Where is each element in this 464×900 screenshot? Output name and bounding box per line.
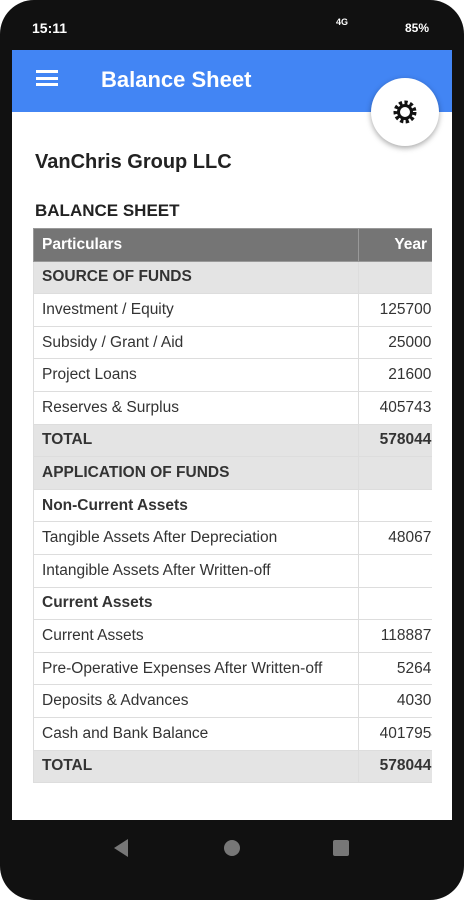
- row-value: 480675: [358, 521, 432, 555]
- table-row: Investment / Equity1257001: [33, 293, 432, 327]
- clock: 15:11: [32, 20, 68, 36]
- row-value: [358, 456, 432, 490]
- row-label: TOTAL: [33, 423, 359, 458]
- table-row: Reserves & Surplus4057439: [33, 390, 432, 425]
- row-label: Project Loans: [33, 358, 359, 392]
- table-row: Pre-Operative Expenses After Written-off…: [33, 651, 432, 686]
- row-value: 4017954: [358, 716, 432, 751]
- row-label: Current Assets: [33, 586, 359, 621]
- status-bar: 15:11 4G 85%: [0, 0, 464, 50]
- row-label: Investment / Equity: [33, 293, 359, 327]
- settings-button[interactable]: [371, 78, 439, 146]
- header-row: Particulars Year 1: [33, 228, 432, 262]
- row-label: APPLICATION OF FUNDS: [33, 456, 359, 490]
- table-row: TOTAL5780440: [33, 423, 432, 458]
- company-name: VanChris Group LLC: [35, 151, 232, 173]
- balance-table: Particulars Year 1 SOURCE OF FUNDSInvest…: [33, 228, 432, 784]
- table-row: Tangible Assets After Depreciation480675: [33, 521, 432, 555]
- row-value: 216000: [358, 358, 432, 392]
- table-row: Current Assets: [33, 586, 432, 621]
- table-row: Subsidy / Grant / Aid250000: [33, 325, 432, 360]
- app-bar: Balance Sheet: [12, 50, 452, 112]
- row-label: Pre-Operative Expenses After Written-off: [33, 651, 359, 686]
- table-row: Project Loans216000: [33, 358, 432, 392]
- nav-bar: [114, 839, 349, 857]
- row-label: Non-Current Assets: [33, 488, 359, 523]
- table-row: SOURCE OF FUNDS: [33, 260, 432, 295]
- row-label: Reserves & Surplus: [33, 390, 359, 425]
- gear-icon: [393, 100, 417, 124]
- row-label: Intangible Assets After Written-off: [33, 553, 359, 588]
- row-value: 5780440: [358, 749, 432, 784]
- row-value: 0: [358, 553, 432, 588]
- header-cell: Year 1: [358, 228, 432, 262]
- table-row: Cash and Bank Balance4017954: [33, 716, 432, 751]
- table-row: APPLICATION OF FUNDS: [33, 456, 432, 490]
- menu-button[interactable]: [36, 70, 58, 86]
- row-value: 1188870: [358, 619, 432, 653]
- recents-button[interactable]: [333, 840, 349, 856]
- row-value: 5780440: [358, 423, 432, 458]
- row-value: [358, 586, 432, 621]
- home-button[interactable]: [224, 840, 240, 856]
- row-label: Subsidy / Grant / Aid: [33, 325, 359, 360]
- back-button[interactable]: [114, 839, 128, 857]
- table-row: TOTAL5780440: [33, 749, 432, 784]
- row-value: 4057439: [358, 390, 432, 425]
- row-label: Current Assets: [33, 619, 359, 653]
- table-row: Deposits & Advances40300: [33, 684, 432, 718]
- row-value: 1257001: [358, 293, 432, 327]
- header-cell: Particulars: [33, 228, 359, 262]
- battery: 85%: [405, 21, 430, 35]
- section-title: BALANCE SHEET: [35, 201, 180, 220]
- row-label: Deposits & Advances: [33, 684, 359, 718]
- row-label: Tangible Assets After Depreciation: [33, 521, 359, 555]
- row-value: [358, 260, 432, 295]
- table-row: Intangible Assets After Written-off0: [33, 553, 432, 588]
- row-value: 40300: [358, 684, 432, 718]
- row-label: TOTAL: [33, 749, 359, 784]
- app-title: Balance Sheet: [101, 67, 252, 92]
- table-container: Particulars Year 1 SOURCE OF FUNDSInvest…: [33, 228, 432, 788]
- network: 4G: [336, 17, 349, 27]
- row-value: [358, 488, 432, 523]
- table-row: Non-Current Assets: [33, 488, 432, 523]
- row-value: 52640: [358, 651, 432, 686]
- table-row: Current Assets1188870: [33, 619, 432, 653]
- row-label: SOURCE OF FUNDS: [33, 260, 359, 295]
- row-label: Cash and Bank Balance: [33, 716, 359, 751]
- row-value: 250000: [358, 325, 432, 360]
